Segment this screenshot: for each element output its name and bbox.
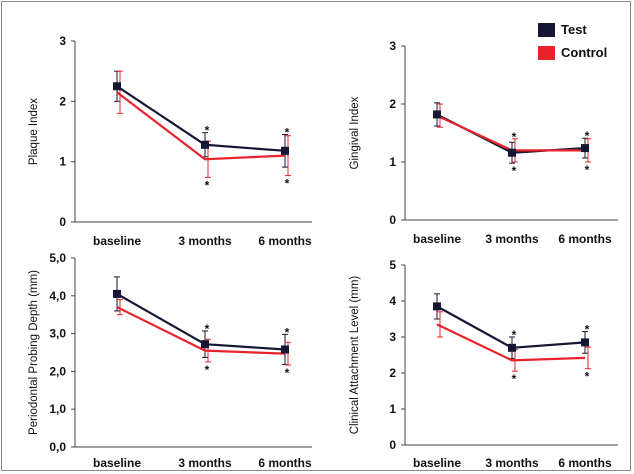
data-point-test [201,340,209,349]
legend-item-test: Test [538,22,587,37]
series-line-control [116,306,286,355]
y-tick-label: 1 [389,402,396,416]
y-tick-label: 2,0 [49,364,66,378]
y-tick-label: 4,0 [49,289,66,303]
y-tick-label: 3 [389,330,396,344]
significance-marker: * [285,325,290,339]
x-tick-label: baseline [93,456,141,470]
x-tick-label: 3 months [178,456,232,470]
significance-marker: * [512,164,517,178]
data-point-test [508,148,516,157]
significance-marker: * [205,178,210,192]
significance-marker: * [512,328,517,342]
data-point-test [433,302,441,311]
data-point-test [201,140,209,149]
x-tick-label: 6 months [558,456,612,470]
x-tick-label: 6 months [558,232,612,246]
y-tick-label: 4 [389,294,396,308]
significance-marker: * [512,372,517,386]
y-tick-label: 3 [59,34,66,48]
x-tick-label: 3 months [485,456,539,470]
x-tick-label: 6 months [258,234,312,248]
chart-panel-3: 0,0 1,0 2,0 3,0 4,0 5,0 baseline 3 months 6 mont… [28,251,312,470]
legend-label-test: Test [561,22,587,37]
significance-marker: * [285,366,290,380]
significance-marker: * [585,370,590,384]
chart-panel-2: 0 1 2 3 baseline 3 months 6 months Gingival Ind… [349,39,618,246]
y-axis-label: Gingival Index [349,96,361,169]
data-point-test [281,146,289,155]
y-axis-label: Clinical Attachment Level (mm) [349,276,361,435]
y-tick-label: 0 [389,213,396,227]
y-tick-label: 0 [59,215,66,229]
x-tick-label: baseline [413,232,461,246]
x-tick-label: baseline [413,456,461,470]
data-point-test [281,345,289,354]
y-tick-label: 5,0 [49,251,66,265]
y-tick-label: 1,0 [49,402,66,416]
legend-swatch-control [538,45,555,60]
y-tick-label: 0 [389,438,396,452]
y-tick-label: 2 [59,94,66,108]
data-point-test [581,338,589,347]
legend-item-control: Control [538,45,607,60]
series-line-control [436,323,586,362]
y-axis-label: Plaque Index [28,98,40,165]
data-point-test [581,144,589,153]
series-line-control [116,91,286,161]
significance-marker: * [285,177,290,191]
significance-marker: * [285,126,290,140]
significance-marker: * [205,124,210,138]
y-tick-label: 0,0 [49,440,66,454]
significance-marker: * [585,323,590,337]
y-axis-label: Periodontal Probing Depth (mm) [28,270,40,435]
data-point-test [113,82,121,91]
y-tick-label: 2 [389,366,396,380]
y-tick-label: 1 [59,155,66,169]
data-point-test [508,343,516,352]
data-point-test [433,110,441,119]
significance-marker: * [585,163,590,177]
chart-panel-1: 0 1 2 3 baseline 3 months 6 months Plaque Index… [28,34,312,248]
y-tick-label: 2 [389,97,396,111]
data-point-test [113,289,121,298]
significance-marker: * [585,129,590,143]
significance-marker: * [205,322,210,336]
legend-label-control: Control [561,45,608,60]
y-tick-label: 3 [389,39,396,53]
chart-panel-4: 0 1 2 3 4 5 baseline 3 months 6 months Clinical A… [349,258,618,470]
x-tick-label: 6 months [258,456,312,470]
legend-swatch-test [538,22,555,37]
y-tick-label: 3,0 [49,327,66,341]
significance-marker: * [205,363,210,377]
y-tick-label: 5 [389,258,396,272]
y-tick-label: 1 [389,155,396,169]
x-tick-label: baseline [93,234,141,248]
x-tick-label: 3 months [178,234,232,248]
significance-marker: * [512,130,517,144]
x-tick-label: 3 months [485,232,539,246]
